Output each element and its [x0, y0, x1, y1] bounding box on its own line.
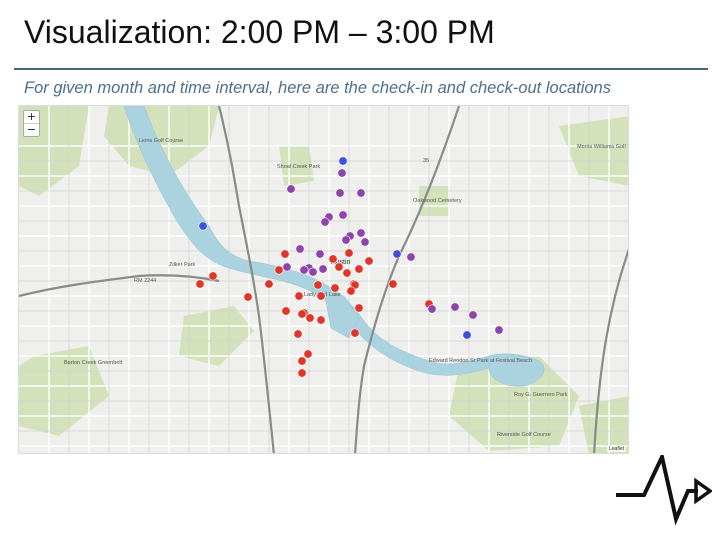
- location-marker-red[interactable]: [364, 256, 374, 266]
- location-marker-red[interactable]: [334, 262, 344, 272]
- slide-title: Visualization: 2:00 PM – 3:00 PM: [24, 14, 495, 50]
- location-marker-red[interactable]: [346, 286, 356, 296]
- map-attribution[interactable]: Leaflet: [606, 446, 626, 452]
- location-marker-red[interactable]: [313, 280, 323, 290]
- location-marker-blue[interactable]: [392, 249, 402, 259]
- pulse-logo-icon: [616, 455, 712, 526]
- location-marker-purple[interactable]: [356, 228, 366, 238]
- colorado-river: [123, 106, 545, 387]
- label-barton-creek: Barton Creek Greenbelt: [64, 360, 123, 366]
- location-marker-red[interactable]: [316, 291, 326, 301]
- location-marker-red[interactable]: [350, 328, 360, 338]
- label-roy-guerrero: Roy G. Guerrero Park: [514, 392, 568, 398]
- label-zilker: Zilker Park: [169, 262, 196, 268]
- location-marker-purple[interactable]: [356, 188, 366, 198]
- location-marker-purple[interactable]: [335, 188, 345, 198]
- label-austin: Austin: [331, 259, 351, 266]
- zoom-out-button[interactable]: −: [24, 123, 39, 136]
- location-marker-blue[interactable]: [198, 221, 208, 231]
- location-marker-purple[interactable]: [320, 217, 330, 227]
- location-marker-red[interactable]: [281, 306, 291, 316]
- label-shoal-creek: Shoal Creek Park: [277, 164, 320, 170]
- location-marker-purple[interactable]: [468, 310, 478, 320]
- location-marker-red[interactable]: [328, 254, 338, 264]
- location-marker-purple[interactable]: [315, 249, 325, 259]
- label-oakwood: Oakwood Cemetery: [413, 198, 462, 204]
- location-marker-red[interactable]: [280, 249, 290, 259]
- location-marker-red[interactable]: [388, 279, 398, 289]
- label-morris-williams: Morris Williams Golf Course: [577, 144, 629, 150]
- title-divider: [14, 68, 708, 70]
- location-marker-purple[interactable]: [427, 304, 437, 314]
- location-marker-red[interactable]: [293, 329, 303, 339]
- location-marker-red[interactable]: [264, 279, 274, 289]
- location-marker-red[interactable]: [330, 283, 340, 293]
- slide-subtitle: For given month and time interval, here …: [24, 79, 611, 97]
- location-marker-red[interactable]: [297, 309, 307, 319]
- label-i35: 35: [423, 158, 429, 164]
- label-golf-course-top: Lions Golf Course: [139, 138, 183, 144]
- location-marker-purple[interactable]: [299, 265, 309, 275]
- label-riverside: Riverside Golf Course: [497, 432, 551, 438]
- location-marker-blue[interactable]: [462, 330, 472, 340]
- location-marker-red[interactable]: [195, 279, 205, 289]
- zoom-control: + −: [23, 110, 40, 137]
- location-marker-purple[interactable]: [338, 210, 348, 220]
- map-canvas[interactable]: Lions Golf Course Shoal Creek Park Oakwo…: [19, 106, 629, 454]
- map-view[interactable]: Lions Golf Course Shoal Creek Park Oakwo…: [18, 105, 629, 454]
- location-marker-red[interactable]: [297, 356, 307, 366]
- location-marker-red[interactable]: [344, 248, 354, 258]
- location-marker-blue[interactable]: [338, 156, 348, 166]
- location-marker-red[interactable]: [243, 292, 253, 302]
- location-marker-red[interactable]: [342, 268, 352, 278]
- map-labels: Lions Golf Course Shoal Creek Park Oakwo…: [64, 138, 629, 438]
- location-marker-purple[interactable]: [450, 302, 460, 312]
- location-marker-red[interactable]: [297, 368, 307, 378]
- label-edward-rendon: Edward Rendon Sr Park at Festival Beach: [429, 358, 532, 364]
- location-marker-purple[interactable]: [295, 244, 305, 254]
- location-marker-purple[interactable]: [282, 262, 292, 272]
- location-marker-purple[interactable]: [341, 235, 351, 245]
- location-marker-purple[interactable]: [360, 237, 370, 247]
- checkin-markers: [195, 156, 504, 378]
- location-marker-red[interactable]: [294, 291, 304, 301]
- location-marker-purple[interactable]: [308, 267, 318, 277]
- location-marker-red[interactable]: [303, 349, 313, 359]
- location-marker-red[interactable]: [305, 313, 315, 323]
- location-marker-red[interactable]: [208, 271, 218, 281]
- location-marker-purple[interactable]: [494, 325, 504, 335]
- location-marker-purple[interactable]: [286, 184, 296, 194]
- location-marker-purple[interactable]: [318, 264, 328, 274]
- highways: [19, 106, 628, 453]
- zoom-in-button[interactable]: +: [26, 110, 37, 123]
- location-marker-red[interactable]: [316, 315, 326, 325]
- location-marker-purple[interactable]: [337, 168, 347, 178]
- location-marker-red[interactable]: [354, 264, 364, 274]
- location-marker-red[interactable]: [354, 303, 364, 313]
- location-marker-purple[interactable]: [406, 252, 416, 262]
- location-marker-red[interactable]: [274, 265, 284, 275]
- label-rm2244: RM 2244: [134, 278, 156, 284]
